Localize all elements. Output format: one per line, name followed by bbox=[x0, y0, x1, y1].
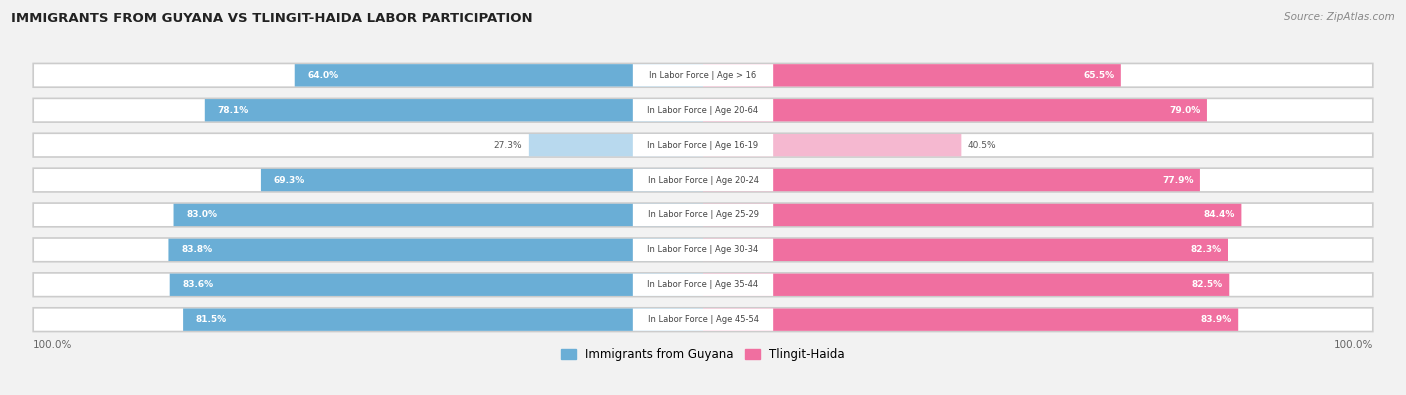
FancyBboxPatch shape bbox=[529, 134, 703, 156]
FancyBboxPatch shape bbox=[633, 308, 773, 331]
Text: In Labor Force | Age 25-29: In Labor Force | Age 25-29 bbox=[648, 211, 758, 220]
Text: 100.0%: 100.0% bbox=[1333, 340, 1372, 350]
FancyBboxPatch shape bbox=[169, 239, 703, 261]
FancyBboxPatch shape bbox=[633, 99, 773, 121]
FancyBboxPatch shape bbox=[34, 168, 1372, 192]
FancyBboxPatch shape bbox=[34, 238, 1372, 262]
FancyBboxPatch shape bbox=[703, 99, 1206, 121]
FancyBboxPatch shape bbox=[703, 134, 962, 156]
Text: 83.6%: 83.6% bbox=[183, 280, 214, 289]
Text: 83.9%: 83.9% bbox=[1201, 315, 1232, 324]
Text: 78.1%: 78.1% bbox=[218, 106, 249, 115]
Text: 83.8%: 83.8% bbox=[181, 245, 212, 254]
FancyBboxPatch shape bbox=[34, 308, 1372, 331]
FancyBboxPatch shape bbox=[633, 64, 773, 87]
FancyBboxPatch shape bbox=[295, 64, 703, 87]
Text: IMMIGRANTS FROM GUYANA VS TLINGIT-HAIDA LABOR PARTICIPATION: IMMIGRANTS FROM GUYANA VS TLINGIT-HAIDA … bbox=[11, 12, 533, 25]
Text: 82.5%: 82.5% bbox=[1192, 280, 1223, 289]
Text: In Labor Force | Age 20-64: In Labor Force | Age 20-64 bbox=[647, 106, 759, 115]
FancyBboxPatch shape bbox=[703, 169, 1199, 191]
FancyBboxPatch shape bbox=[633, 134, 773, 156]
Text: 82.3%: 82.3% bbox=[1191, 245, 1222, 254]
Text: 69.3%: 69.3% bbox=[274, 175, 305, 184]
Text: In Labor Force | Age 35-44: In Labor Force | Age 35-44 bbox=[647, 280, 759, 289]
Text: 84.4%: 84.4% bbox=[1204, 211, 1234, 220]
FancyBboxPatch shape bbox=[173, 204, 703, 226]
FancyBboxPatch shape bbox=[703, 204, 1241, 226]
FancyBboxPatch shape bbox=[205, 99, 703, 121]
FancyBboxPatch shape bbox=[262, 169, 703, 191]
Text: In Labor Force | Age 20-24: In Labor Force | Age 20-24 bbox=[648, 175, 758, 184]
Text: Source: ZipAtlas.com: Source: ZipAtlas.com bbox=[1284, 12, 1395, 22]
FancyBboxPatch shape bbox=[633, 274, 773, 296]
FancyBboxPatch shape bbox=[34, 98, 1372, 122]
Text: 81.5%: 81.5% bbox=[195, 315, 226, 324]
FancyBboxPatch shape bbox=[633, 169, 773, 191]
FancyBboxPatch shape bbox=[703, 274, 1229, 296]
FancyBboxPatch shape bbox=[633, 239, 773, 261]
Text: 65.5%: 65.5% bbox=[1084, 71, 1115, 80]
Text: 40.5%: 40.5% bbox=[967, 141, 997, 150]
FancyBboxPatch shape bbox=[703, 64, 1121, 87]
Text: In Labor Force | Age 45-54: In Labor Force | Age 45-54 bbox=[648, 315, 758, 324]
FancyBboxPatch shape bbox=[34, 133, 1372, 157]
FancyBboxPatch shape bbox=[703, 239, 1227, 261]
Text: 79.0%: 79.0% bbox=[1170, 106, 1201, 115]
Text: In Labor Force | Age 16-19: In Labor Force | Age 16-19 bbox=[647, 141, 759, 150]
Text: 83.0%: 83.0% bbox=[186, 211, 218, 220]
Text: 64.0%: 64.0% bbox=[308, 71, 339, 80]
FancyBboxPatch shape bbox=[170, 274, 703, 296]
Text: In Labor Force | Age > 16: In Labor Force | Age > 16 bbox=[650, 71, 756, 80]
FancyBboxPatch shape bbox=[34, 273, 1372, 297]
Text: In Labor Force | Age 30-34: In Labor Force | Age 30-34 bbox=[647, 245, 759, 254]
Text: 27.3%: 27.3% bbox=[494, 141, 523, 150]
FancyBboxPatch shape bbox=[34, 64, 1372, 87]
FancyBboxPatch shape bbox=[34, 203, 1372, 227]
Text: 77.9%: 77.9% bbox=[1161, 175, 1194, 184]
FancyBboxPatch shape bbox=[703, 308, 1239, 331]
FancyBboxPatch shape bbox=[183, 308, 703, 331]
FancyBboxPatch shape bbox=[633, 204, 773, 226]
Legend: Immigrants from Guyana, Tlingit-Haida: Immigrants from Guyana, Tlingit-Haida bbox=[557, 343, 849, 366]
Text: 100.0%: 100.0% bbox=[34, 340, 73, 350]
